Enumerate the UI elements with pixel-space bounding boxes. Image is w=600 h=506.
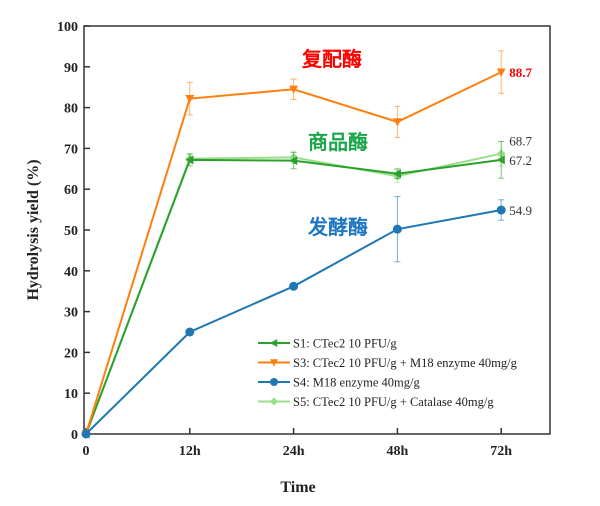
legend-item: S5: CTec2 10 PFU/g + Catalase 40mg/g: [258, 395, 494, 409]
legend: S1: CTec2 10 PFU/g S3: CTec2 10 PFU/g + M…: [258, 337, 518, 409]
data-point: [185, 327, 195, 337]
legend-label: S4: M18 enzyme 40mg/g: [293, 376, 420, 390]
data-point: [270, 359, 278, 367]
series-line: [85, 158, 502, 435]
y-tick-label: 20: [64, 346, 78, 361]
y-tick-label: 90: [64, 61, 78, 76]
series-s5: 68.7: [81, 134, 532, 439]
x-tick-label: 24h: [283, 444, 305, 459]
data-point: [289, 85, 299, 94]
legend-label: S5: CTec2 10 PFU/g + Catalase 40mg/g: [293, 395, 494, 409]
data-point: [496, 68, 506, 77]
y-tick-label: 0: [71, 428, 78, 443]
data-point: [270, 378, 278, 386]
data-point: [289, 156, 298, 166]
series-line: [85, 152, 502, 435]
data-point: [392, 224, 402, 234]
data-point: [392, 169, 401, 179]
data-point: [270, 339, 278, 347]
end-value-label: 54.9: [509, 203, 532, 218]
data-point: [392, 118, 402, 127]
data-point: [81, 429, 91, 439]
x-tick-label: 48h: [387, 444, 409, 459]
data-point: [270, 397, 278, 406]
series-s4: 54.9: [81, 196, 532, 439]
annotation-fermentation-enzyme: 发酵酶: [307, 215, 368, 239]
y-tick-label: 40: [64, 265, 78, 280]
y-tick-label: 60: [64, 183, 78, 198]
x-tick-label: 72h: [490, 444, 512, 459]
legend-label: S1: CTec2 10 PFU/g: [293, 337, 397, 351]
y-tick-label: 30: [64, 306, 78, 321]
y-tick-label: 50: [64, 224, 78, 239]
y-tick-label: 70: [64, 142, 78, 157]
series-s1: 67.2: [81, 140, 532, 439]
end-value-label: 68.7: [509, 134, 532, 149]
end-value-label: 88.7: [509, 65, 532, 80]
legend-label: S3: CTec2 10 PFU/g + M18 enzyme 40mg/g: [293, 356, 518, 370]
end-value-label: 67.2: [509, 153, 532, 168]
legend-item: S4: M18 enzyme 40mg/g: [258, 376, 420, 390]
annotation-compound-enzyme: 复配酶: [301, 47, 362, 71]
legend-item: S1: CTec2 10 PFU/g: [258, 337, 397, 351]
data-point: [185, 95, 195, 104]
y-axis-label: Hydrolysis yield (%): [25, 159, 42, 300]
y-tick-label: 80: [64, 102, 78, 117]
data-point: [289, 281, 299, 291]
data-point: [185, 155, 194, 165]
y-tick-label: 10: [64, 387, 78, 402]
x-tick-label: 12h: [179, 444, 201, 459]
y-tick-label: 100: [57, 20, 78, 35]
annotation-commercial-enzyme: 商品酶: [308, 130, 368, 154]
data-point: [496, 155, 505, 165]
data-point: [496, 205, 506, 215]
legend-item: S3: CTec2 10 PFU/g + M18 enzyme 40mg/g: [258, 356, 518, 370]
x-axis-label: Time: [280, 479, 315, 496]
x-tick-label: 0: [83, 444, 90, 459]
